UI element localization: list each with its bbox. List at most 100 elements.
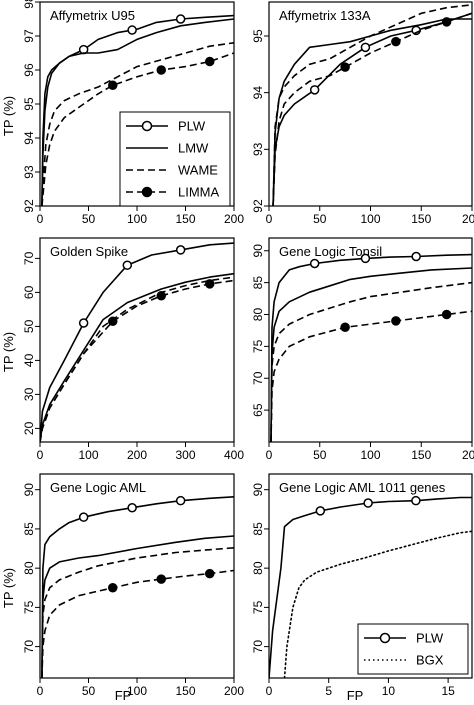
x-tick-label: 5	[325, 684, 332, 698]
series-marker-plw	[122, 260, 133, 270]
y-tick-label: 94	[251, 86, 265, 100]
plot-frame	[268, 237, 473, 443]
series-marker-limma	[391, 36, 401, 47]
y-tick-label: 85	[251, 276, 265, 290]
series-line-limma	[272, 12, 472, 206]
y-tick-label: 90	[251, 483, 265, 497]
plot-frame	[268, 1, 473, 207]
y-tick-label: 98	[22, 0, 36, 9]
series-marker-plw	[175, 495, 186, 506]
x-tick-label: 200	[224, 212, 244, 226]
series-group	[41, 14, 234, 206]
panel-title: Affymetrix 133A	[279, 8, 371, 23]
series-marker-limma	[205, 279, 215, 289]
legend: PLW BGX	[357, 623, 469, 675]
panel-title: Golden Spike	[50, 244, 128, 259]
y-tick-label: 96	[22, 63, 36, 77]
series-line-plw	[40, 242, 234, 442]
x-tick-label: 200	[127, 448, 147, 462]
series-marker-plw	[175, 14, 186, 24]
x-axis-label-left: FP	[115, 688, 132, 703]
series-marker-limma	[156, 65, 166, 75]
series-marker-plw	[411, 251, 421, 262]
x-tick-label: 100	[127, 212, 147, 226]
x-tick-label: 10	[382, 684, 396, 698]
x-tick-label: 0	[37, 684, 44, 698]
series-line-lmw	[41, 18, 234, 206]
series-line-lmw	[270, 267, 472, 442]
x-tick-label: 0	[266, 212, 273, 226]
y-axis-label-row-3: TP (%)	[1, 568, 16, 608]
x-tick-label: 150	[175, 684, 195, 698]
series-marker-limma	[108, 583, 118, 593]
x-tick-label: 100	[360, 448, 380, 462]
x-axis-label-right: FP	[347, 688, 364, 703]
series-line-wame	[40, 276, 234, 442]
series-marker-plw	[411, 495, 421, 506]
y-tick-label: 93	[251, 142, 265, 156]
y-axis-label: TP (%)	[1, 96, 16, 136]
legend-box	[119, 111, 231, 207]
x-tick-label: 100	[360, 212, 380, 226]
series-line-wame	[41, 547, 234, 678]
x-tick-label: 50	[82, 684, 96, 698]
legend-label-lmw: LMW	[178, 141, 209, 156]
series-marker-plw	[360, 253, 371, 264]
y-axis-label: TP (%)	[1, 332, 16, 372]
series-marker-limma	[156, 574, 166, 584]
x-tick-label: 200	[462, 448, 474, 462]
plot-frame	[39, 237, 235, 443]
series-marker-limma	[108, 316, 118, 327]
chart-panel-1: 0 50 100 150 200 92 93 94 95 96 97 98 Affymetrix U95…	[22, 0, 244, 226]
y-tick-label: 80	[251, 308, 265, 322]
series-group	[270, 251, 472, 442]
y-tick-label: 94	[22, 131, 36, 145]
series-group	[41, 495, 234, 678]
series-line-plw	[272, 12, 472, 206]
x-tick-label: 150	[175, 212, 195, 226]
legend-marker-plw	[379, 632, 391, 644]
y-tick-label: 20	[22, 421, 36, 435]
y-tick-label: 93	[22, 165, 36, 179]
legend-marker-limma	[141, 186, 153, 198]
series-line-plw	[269, 496, 472, 678]
series-marker-plw	[78, 318, 89, 328]
y-axis-label-row-2: TP (%)	[1, 332, 16, 372]
x-tick-label: 0	[266, 448, 273, 462]
series-marker-plw	[309, 258, 320, 269]
panel-title: Affymetrix U95	[50, 8, 135, 23]
y-tick-label: 95	[251, 29, 265, 43]
x-tick-label: 0	[37, 212, 44, 226]
y-tick-label: 75	[251, 339, 265, 353]
y-tick-label: 80	[22, 561, 36, 575]
y-tick-label: 95	[22, 97, 36, 111]
series-line-plw	[270, 253, 472, 442]
series-marker-limma	[156, 291, 166, 301]
chart-panel-2: 0 50 100 150 200 92 93 94 95 Affymetrix 133A	[251, 1, 474, 226]
plot-frame	[268, 473, 473, 679]
series-marker-plw	[315, 506, 326, 516]
panel-title: Gene Logic AML	[50, 480, 146, 495]
legend-marker-plw	[141, 120, 153, 132]
y-tick-label: 70	[22, 640, 36, 654]
x-tick-label: 50	[313, 448, 327, 462]
y-tick-label: 70	[251, 371, 265, 385]
series-line-wame	[41, 42, 234, 206]
y-tick-label: 70	[251, 640, 265, 654]
series-line-lmw	[272, 18, 472, 206]
legend-label-wame: WAME	[178, 163, 218, 178]
y-tick-label: 90	[22, 483, 36, 497]
legend-label-limma: LIMMA	[178, 185, 220, 200]
series-marker-limma	[391, 316, 401, 326]
x-tick-label: 50	[82, 212, 96, 226]
series-marker-limma	[108, 80, 118, 91]
series-marker-limma	[441, 309, 452, 320]
legend-box	[357, 623, 469, 675]
y-tick-label: 50	[22, 319, 36, 333]
chart-panel-4: 0 50 100 150 200 65 70 75 80 85 90 Gene Logic Tonsi…	[251, 237, 474, 462]
series-marker-limma	[340, 322, 350, 332]
y-tick-label: 92	[251, 199, 265, 213]
legend: PLW LMW WAME LIMMA	[119, 111, 231, 207]
series-marker-plw	[127, 25, 137, 35]
